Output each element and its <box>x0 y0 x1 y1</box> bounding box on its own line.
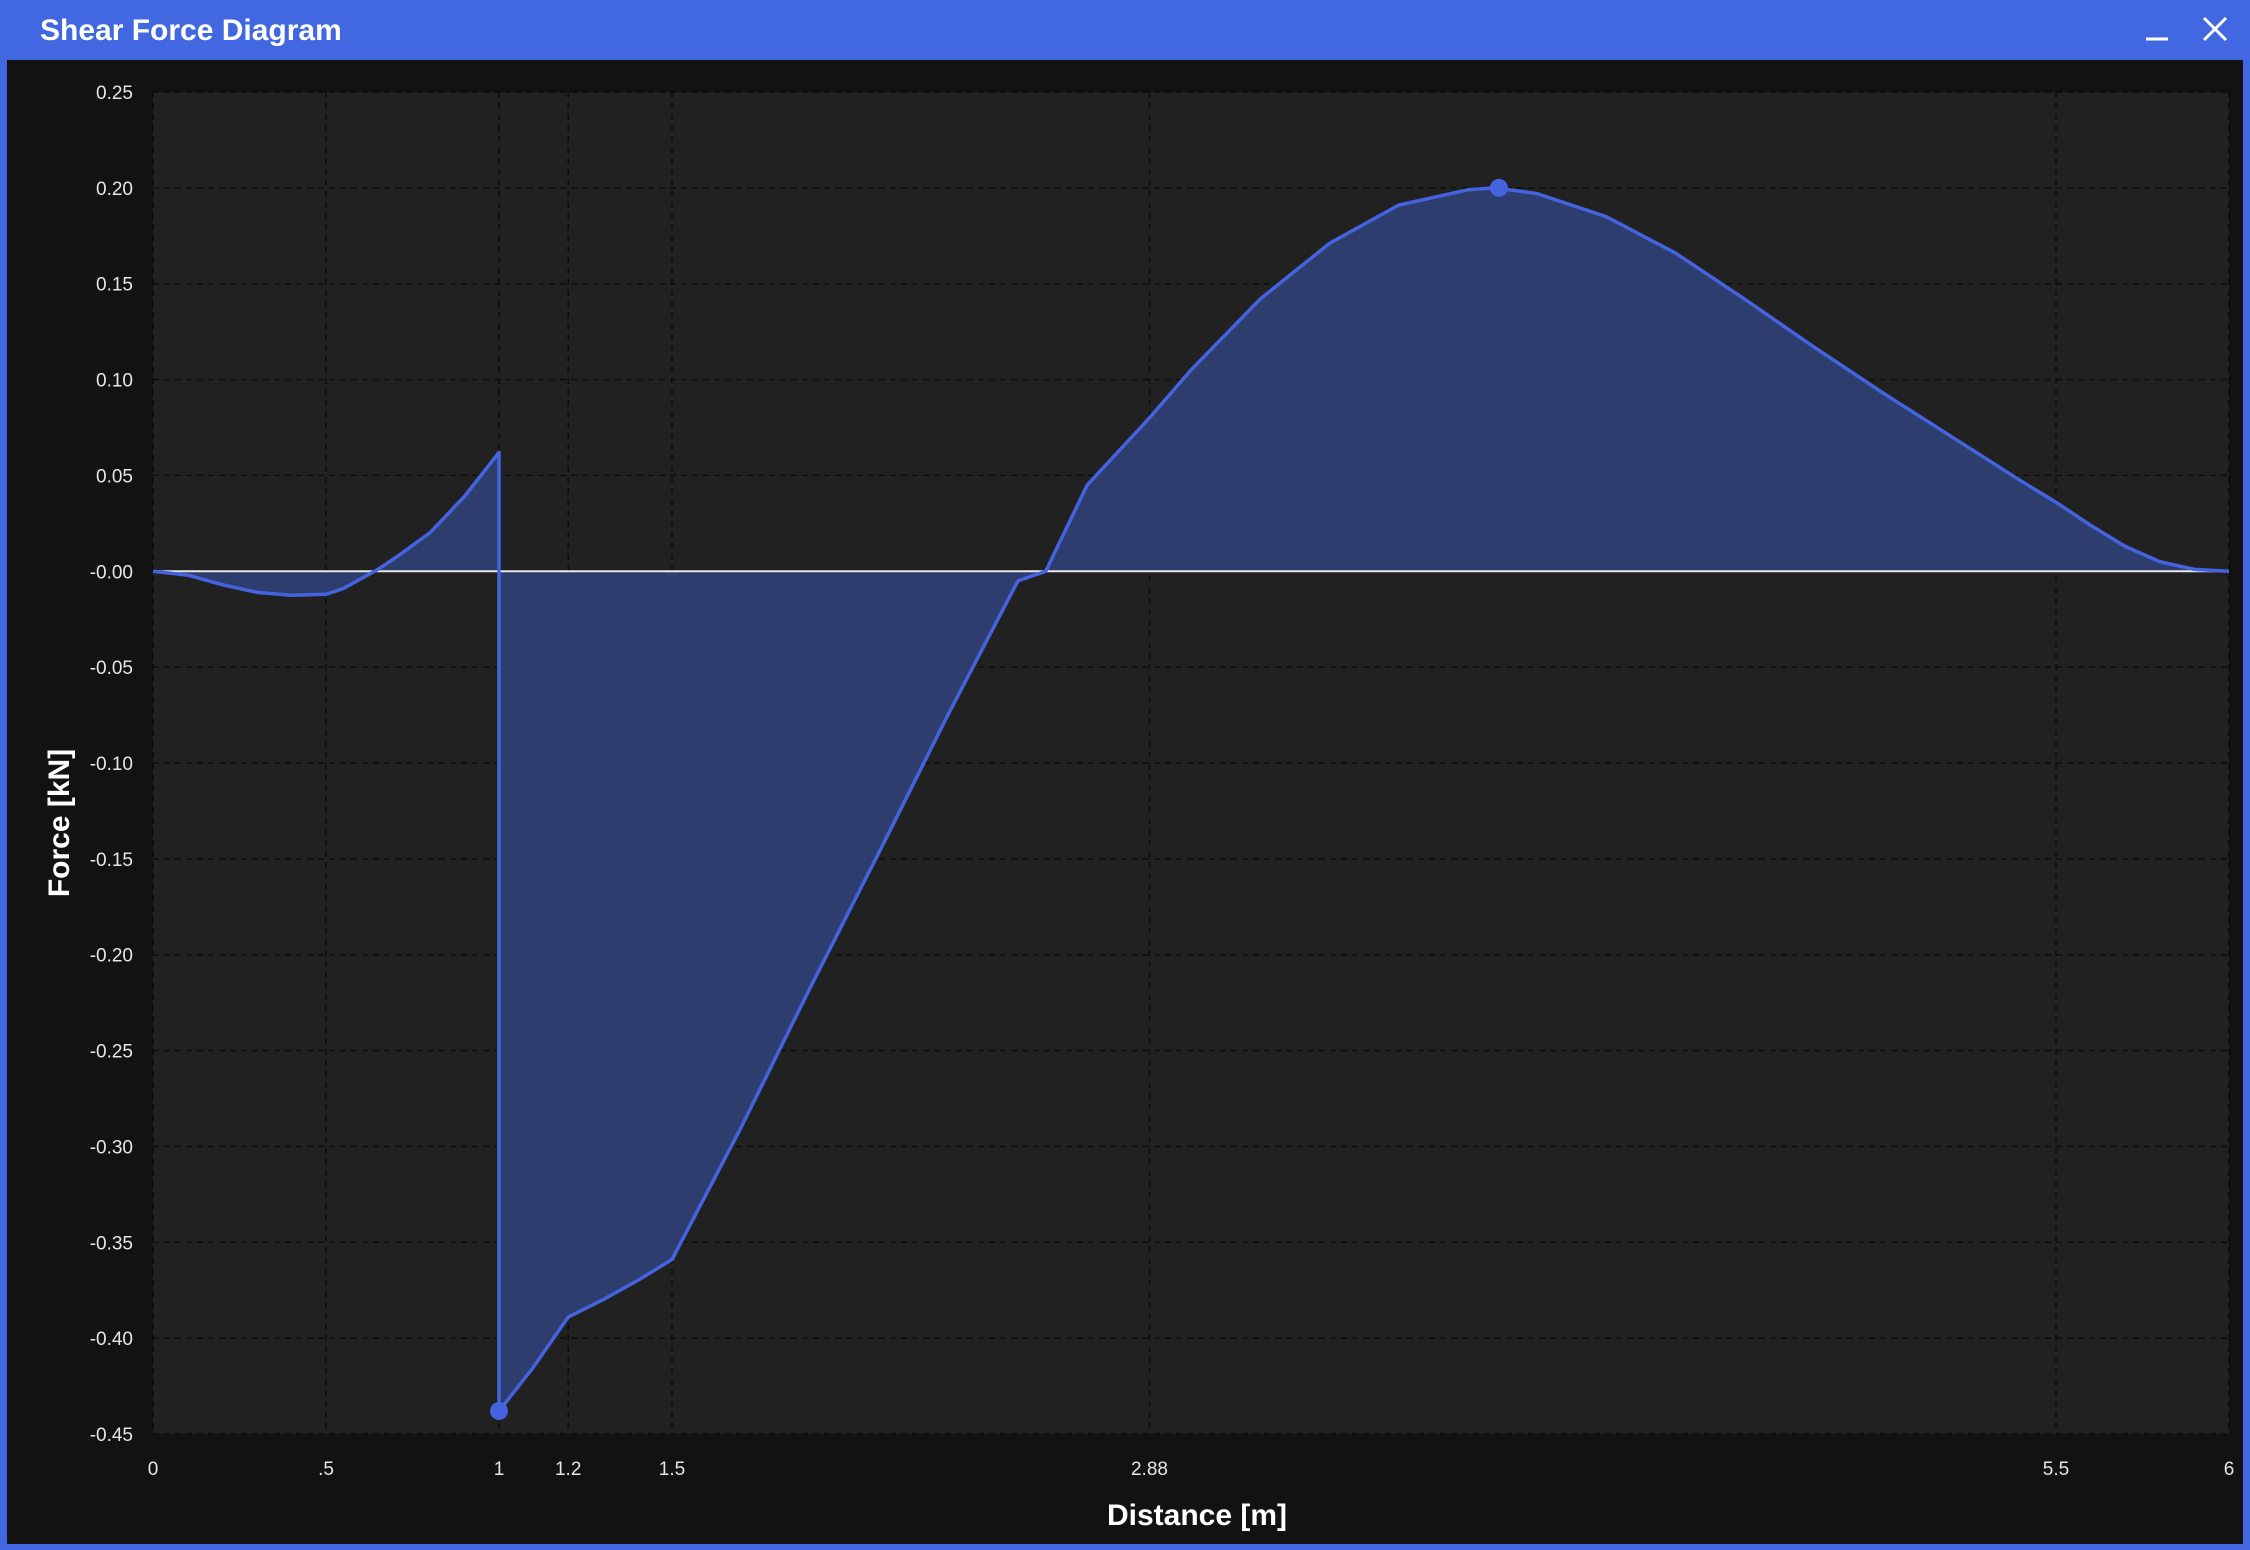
x-tick-label: 2.88 <box>1131 1459 1168 1480</box>
y-tick-label: -0.30 <box>90 1137 133 1158</box>
x-tick-label: 1.2 <box>555 1459 581 1480</box>
shear-force-line <box>152 186 2230 1413</box>
y-tick-label: 0.05 <box>96 466 133 487</box>
x-tick-label: 5.5 <box>2043 1459 2069 1480</box>
y-tick-label: -0.20 <box>90 946 133 967</box>
y-axis-ticks: 0.25 0.20 0.15 0.10 0.05 -0.00 -0.05 -0.10 -0.15… <box>90 83 133 1446</box>
x-tick-label: 6 <box>2224 1459 2235 1480</box>
y-tick-label: -0.35 <box>90 1233 133 1254</box>
x-axis-ticks: 0 .5 1 1.2 1.5 2.88 5.5 6 <box>148 1459 2235 1480</box>
window-title: Shear Force Diagram <box>40 14 342 47</box>
minimize-button[interactable] <box>2136 10 2180 50</box>
shear-force-chart: 0 .5 1 1.2 1.5 2.88 5.5 6 0.25 0.20 0.15 0.10 0.05 -… <box>43 83 2235 1532</box>
x-axis-title: Distance [m] <box>1107 1499 1287 1532</box>
y-tick-label: 0.15 <box>96 275 133 296</box>
shear-force-area <box>153 187 2229 1411</box>
minimize-icon <box>2146 37 2168 41</box>
y-tick-label: -0.00 <box>90 562 133 583</box>
y-tick-label: 0.10 <box>96 371 133 392</box>
y-tick-label: 0.25 <box>96 83 133 104</box>
y-tick-label: -0.15 <box>90 850 133 871</box>
extreme-point-marker[interactable] <box>1489 178 1508 197</box>
y-tick-label: -0.05 <box>90 658 133 679</box>
x-tick-label: 1.5 <box>659 1459 685 1480</box>
close-icon <box>2202 16 2228 42</box>
x-tick-label: .5 <box>318 1459 334 1480</box>
x-tick-label: 1 <box>494 1459 505 1480</box>
y-tick-label: -0.25 <box>90 1042 133 1063</box>
y-tick-label: -0.40 <box>90 1329 133 1350</box>
y-tick-label: -0.45 <box>90 1425 133 1446</box>
x-tick-label: 0 <box>148 1459 159 1480</box>
chart-area: 0 .5 1 1.2 1.5 2.88 5.5 6 0.25 0.20 0.15 0.10 0.05 -… <box>7 60 2243 1544</box>
markers <box>490 178 1508 1420</box>
y-axis-title: Force [kN] <box>43 749 76 897</box>
close-button[interactable] <box>2192 10 2236 50</box>
y-tick-label: 0.20 <box>96 179 133 200</box>
y-tick-label: -0.10 <box>90 754 133 775</box>
title-bar: Shear Force Diagram <box>0 0 2250 60</box>
extreme-point-marker[interactable] <box>490 1401 508 1420</box>
